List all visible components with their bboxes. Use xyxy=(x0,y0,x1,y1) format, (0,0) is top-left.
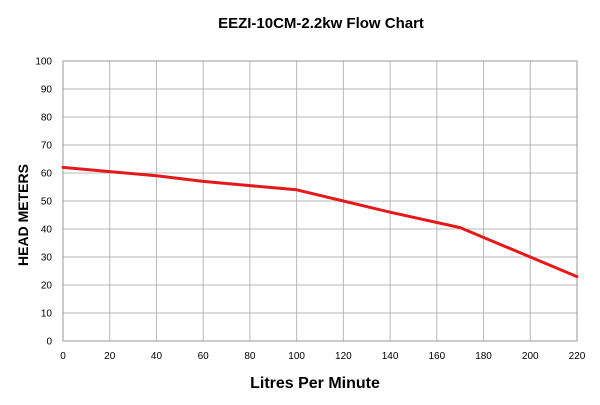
y-tick-label: 60 xyxy=(41,169,53,180)
x-tick-label: 180 xyxy=(475,351,492,362)
gridlines xyxy=(63,61,577,341)
y-tick-label: 70 xyxy=(41,141,53,152)
x-tick-label: 80 xyxy=(244,351,256,362)
series-layer xyxy=(61,165,579,279)
y-tick-label: 30 xyxy=(41,253,53,264)
x-tick-label: 60 xyxy=(198,351,210,362)
y-tick-label: 0 xyxy=(46,337,52,348)
y-tick-label: 20 xyxy=(41,281,53,292)
x-tick-label: 140 xyxy=(382,351,399,362)
y-tick-label: 50 xyxy=(41,197,53,208)
x-tick-label: 220 xyxy=(569,351,586,362)
x-axis-label: Litres Per Minute xyxy=(250,375,380,392)
plot-area xyxy=(62,60,578,342)
x-tick-label: 200 xyxy=(522,351,539,362)
x-tick-label: 20 xyxy=(104,351,116,362)
x-tick-label: 160 xyxy=(428,351,445,362)
chart-title: EEZI-10CM-2.2kw Flow Chart xyxy=(218,15,424,32)
x-tick-label: 120 xyxy=(335,351,352,362)
y-axis-ticks: 0 10 20 30 40 50 60 70 80 90 100 xyxy=(35,57,52,348)
x-tick-label: 40 xyxy=(151,351,163,362)
series-line xyxy=(61,165,579,279)
y-tick-label: 40 xyxy=(41,225,53,236)
y-tick-label: 80 xyxy=(41,113,53,124)
x-tick-label: 100 xyxy=(288,351,305,362)
y-tick-label: 90 xyxy=(41,85,53,96)
y-axis-label: HEAD METERS xyxy=(15,164,31,266)
y-tick-label: 10 xyxy=(41,309,53,320)
x-axis-ticks: 0 20 40 60 80 100 120 140 160 180 200 220 xyxy=(60,351,586,362)
y-tick-label: 100 xyxy=(35,57,52,68)
x-tick-label: 0 xyxy=(60,351,66,362)
